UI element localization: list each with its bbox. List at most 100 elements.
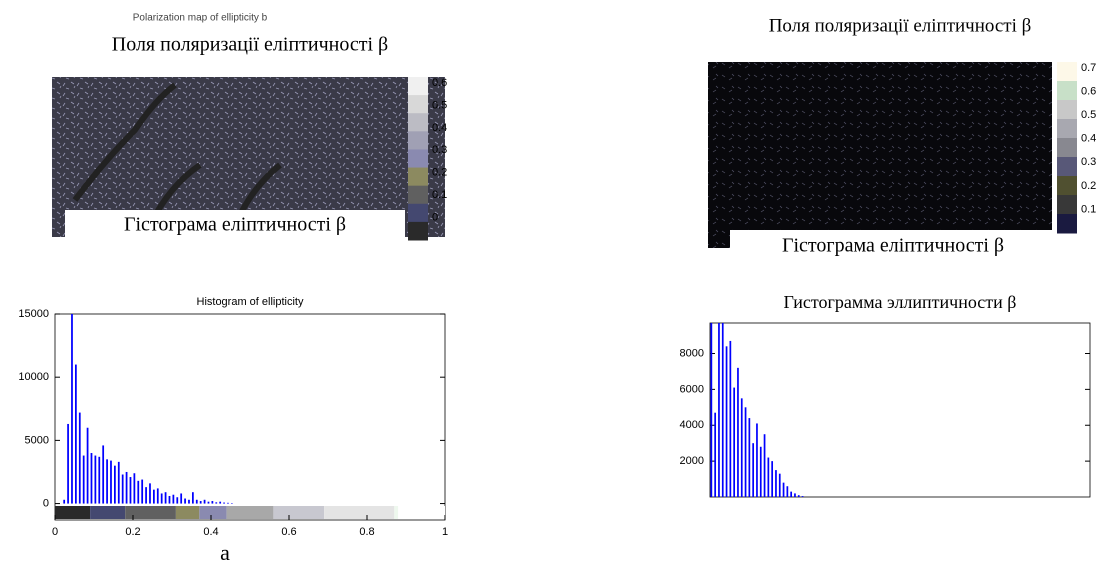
colorbar-segment — [1057, 195, 1077, 215]
colorbar-segment — [408, 167, 428, 187]
map-image — [708, 62, 1052, 248]
histogram-bar — [763, 434, 766, 497]
histogram-bar — [752, 443, 755, 497]
colorbar-strip — [273, 506, 325, 519]
colorbar-segment — [1057, 62, 1077, 82]
histogram-bar — [172, 494, 175, 504]
histogram-bar — [98, 456, 101, 504]
histogram-bar — [771, 461, 774, 497]
y-tick-label: 2000 — [680, 455, 704, 467]
histogram-bar — [82, 455, 85, 504]
panel-label: a — [220, 540, 230, 565]
colorbar-segment — [408, 95, 428, 114]
colorbar-strip — [394, 506, 399, 519]
histogram-bar — [215, 502, 218, 504]
histogram-bar — [733, 387, 736, 497]
colorbar-segment — [1057, 176, 1077, 196]
histogram-bar — [714, 412, 717, 497]
colorbar-strip — [398, 506, 445, 519]
histogram-bar — [102, 445, 105, 504]
colorbar-segment — [408, 149, 428, 169]
histogram-bar — [744, 407, 747, 497]
histogram-bar — [149, 483, 151, 504]
histogram-bar — [756, 423, 758, 497]
histogram-bar — [121, 474, 124, 504]
overlay-label: Гістограма еліптичності β — [782, 235, 1004, 257]
map-title: Поля поляризації еліптичності β — [769, 15, 1032, 36]
histogram-bar — [180, 493, 183, 504]
colorbar-segment — [408, 185, 428, 205]
histogram-bar — [721, 323, 724, 497]
histogram-bar — [740, 398, 743, 497]
histogram-bar — [797, 495, 800, 497]
colorbar-segment — [408, 203, 428, 223]
map-title-small: Polarization map of ellipticity b — [133, 13, 268, 24]
histogram-bar — [737, 367, 739, 497]
colorbar-tick-label: 0.2 — [1081, 180, 1096, 192]
histogram-bar — [71, 314, 73, 504]
colorbar-tick-label: 0.2 — [432, 167, 447, 179]
histogram-bar — [729, 340, 732, 497]
histogram-bar — [790, 491, 793, 497]
histogram-bar — [188, 499, 190, 504]
histogram-bar — [145, 487, 147, 504]
histogram-bar — [78, 412, 81, 504]
plot-area — [54, 313, 446, 521]
colorbar-strip — [175, 506, 200, 519]
histogram-bar — [114, 465, 116, 504]
histogram-bar — [160, 493, 163, 504]
map-title: Поля поляризації еліптичності β — [112, 34, 388, 56]
colorbar-tick-label: 0.5 — [432, 99, 447, 111]
histogram-bar — [786, 486, 789, 497]
colorbar-strip — [324, 506, 395, 519]
colorbar-strip — [125, 506, 176, 519]
y-tick-label: 10000 — [18, 371, 49, 383]
histogram-bar — [129, 477, 132, 504]
histogram-bar — [176, 497, 179, 504]
histogram-bar — [203, 499, 206, 504]
histogram-bar — [219, 501, 222, 504]
overlay-box — [65, 210, 405, 240]
colorbar-tick-label: 0.5 — [1081, 109, 1096, 121]
colorbar-tick-label: 0.6 — [1081, 85, 1096, 97]
histogram-bar — [725, 346, 728, 497]
histogram-bar — [801, 496, 804, 497]
y-tick-label: 0 — [43, 497, 49, 509]
colorbar-strip — [55, 506, 91, 519]
histogram-bar — [137, 480, 140, 504]
colorbar-segment — [1057, 138, 1077, 158]
histogram-bar — [775, 470, 777, 497]
histogram-bar — [718, 323, 720, 497]
colorbar-segment — [1057, 214, 1077, 234]
colorbar-tick-label: 0.4 — [1081, 133, 1096, 145]
colorbar-segment — [1057, 119, 1077, 139]
histogram-bar — [133, 473, 136, 504]
histogram-bar — [199, 501, 202, 504]
colorbar-strip — [199, 506, 227, 519]
y-tick-label: 6000 — [680, 383, 704, 395]
chart-title: Гистограмма эллиптичности β — [784, 292, 1017, 312]
colorbar-tick-label: 0.7 — [1081, 62, 1096, 74]
histogram-bar — [710, 323, 713, 497]
overlay-box — [730, 230, 1052, 262]
histogram-bar — [67, 423, 69, 504]
overlay-label: Гістограма еліптичності β — [124, 214, 346, 236]
y-tick-label: 15000 — [18, 308, 49, 320]
histogram-bar — [63, 499, 66, 504]
histogram-bar — [184, 498, 186, 504]
colorbar-tick-label: 0 — [432, 211, 438, 223]
colorbar-tick-label: 0.3 — [432, 144, 447, 156]
histogram-bar — [125, 471, 128, 504]
histogram-bar — [156, 488, 159, 504]
colorbar-tick-label: 0.3 — [1081, 156, 1096, 168]
x-tick-label: 0.8 — [359, 526, 374, 538]
histogram-bar — [778, 473, 781, 497]
x-tick-label: 1 — [442, 526, 448, 538]
histogram-bar — [192, 492, 194, 504]
colorbar-strip — [226, 506, 274, 519]
y-tick-label: 8000 — [680, 347, 704, 359]
histogram-bar — [117, 461, 120, 504]
histogram-bar — [195, 499, 198, 504]
histogram-bar — [168, 495, 171, 504]
